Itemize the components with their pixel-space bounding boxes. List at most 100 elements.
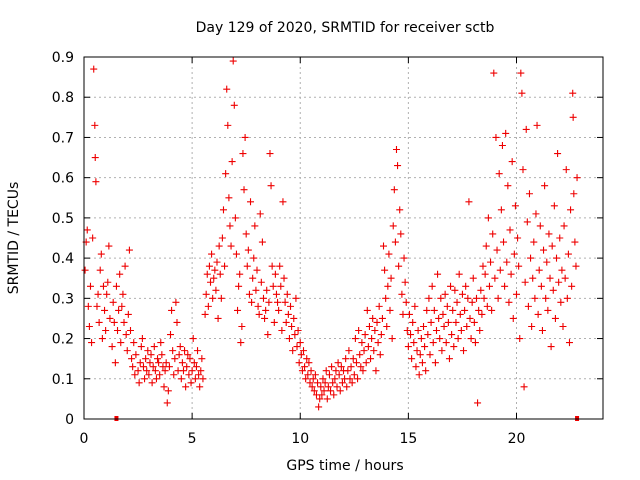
data-point xyxy=(464,294,472,302)
data-point xyxy=(247,198,255,206)
chart-title: Day 129 of 2020, SRMTID for receiver sct… xyxy=(196,20,495,36)
data-point xyxy=(224,121,232,129)
data-point xyxy=(544,306,552,314)
data-point xyxy=(431,359,439,367)
data-point xyxy=(348,379,356,387)
y-tick-label: 0.6 xyxy=(52,171,74,187)
data-point xyxy=(358,339,366,347)
data-point xyxy=(110,318,118,326)
data-point xyxy=(507,270,515,278)
data-point xyxy=(131,371,139,379)
data-point xyxy=(496,266,504,274)
data-point xyxy=(261,314,269,322)
data-point xyxy=(330,391,338,399)
data-point xyxy=(541,182,549,190)
data-point xyxy=(442,339,450,347)
data-point xyxy=(103,290,111,298)
data-point xyxy=(239,150,247,158)
data-point xyxy=(346,375,354,383)
data-point xyxy=(430,306,438,314)
data-point xyxy=(505,298,513,306)
data-point xyxy=(258,238,266,246)
data-point xyxy=(391,238,399,246)
data-point xyxy=(332,367,340,375)
data-point xyxy=(415,371,423,379)
data-point xyxy=(267,182,275,190)
data-point xyxy=(99,282,107,290)
data-point xyxy=(275,306,283,314)
data-point xyxy=(503,258,511,266)
data-point xyxy=(461,306,469,314)
data-point xyxy=(284,310,292,318)
data-point xyxy=(240,186,248,194)
data-point xyxy=(183,363,191,371)
data-point xyxy=(506,226,514,234)
data-point xyxy=(525,190,533,198)
x-tick-label: 5 xyxy=(188,431,197,447)
data-point xyxy=(143,367,151,375)
data-point xyxy=(571,238,579,246)
data-point xyxy=(169,347,177,355)
data-point xyxy=(121,262,129,270)
data-point xyxy=(159,363,167,371)
data-point xyxy=(440,322,448,330)
data-point xyxy=(175,351,183,359)
data-point xyxy=(536,222,544,230)
data-point xyxy=(390,186,398,194)
data-point xyxy=(543,258,551,266)
data-point xyxy=(319,375,327,383)
data-point xyxy=(457,327,465,335)
data-point xyxy=(182,383,190,391)
data-point xyxy=(320,387,328,395)
data-point xyxy=(84,302,92,310)
data-point xyxy=(345,347,353,355)
data-point xyxy=(128,355,136,363)
data-point xyxy=(515,262,523,270)
data-point xyxy=(226,222,234,230)
data-point xyxy=(245,290,253,298)
data-point xyxy=(203,270,211,278)
data-point xyxy=(364,343,372,351)
data-point xyxy=(477,286,485,294)
data-point xyxy=(232,250,240,258)
data-point xyxy=(215,242,223,250)
data-point xyxy=(569,89,577,97)
data-point xyxy=(83,226,91,234)
data-point xyxy=(529,274,537,282)
data-point xyxy=(278,327,286,335)
data-point xyxy=(337,363,345,371)
data-point xyxy=(124,310,132,318)
data-point xyxy=(470,318,478,326)
data-point xyxy=(347,363,355,371)
data-point xyxy=(413,347,421,355)
data-point xyxy=(309,375,317,383)
data-point xyxy=(304,371,312,379)
data-point xyxy=(367,355,375,363)
data-point xyxy=(181,347,189,355)
data-point xyxy=(177,375,185,383)
data-point xyxy=(271,270,279,278)
data-point xyxy=(249,274,257,282)
data-point xyxy=(540,246,548,254)
data-point xyxy=(372,367,380,375)
x-axis-ticks: 0 5 10 15 20 xyxy=(80,57,525,447)
data-point xyxy=(230,101,238,109)
data-point xyxy=(173,318,181,326)
data-point xyxy=(229,57,237,65)
data-point xyxy=(298,367,306,375)
data-point xyxy=(551,314,559,322)
data-point xyxy=(285,335,293,343)
data-point xyxy=(381,266,389,274)
data-point xyxy=(316,395,324,403)
plot-frame xyxy=(83,56,604,420)
data-point xyxy=(560,222,568,230)
data-point xyxy=(139,363,147,371)
data-point xyxy=(129,363,137,371)
data-point xyxy=(119,290,127,298)
data-point xyxy=(418,359,426,367)
data-point xyxy=(493,246,501,254)
data-point xyxy=(492,133,500,141)
data-point xyxy=(329,379,337,387)
data-point xyxy=(120,318,128,326)
data-point xyxy=(297,351,305,359)
